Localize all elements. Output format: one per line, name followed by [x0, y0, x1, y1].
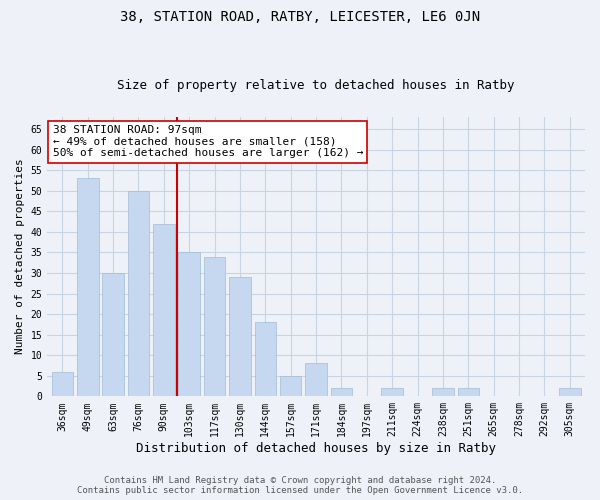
Bar: [280, 376, 301, 396]
Text: 38 STATION ROAD: 97sqm
← 49% of detached houses are smaller (158)
50% of semi-de: 38 STATION ROAD: 97sqm ← 49% of detached…: [53, 125, 363, 158]
Bar: [77, 178, 98, 396]
Bar: [153, 224, 175, 396]
Bar: [305, 364, 327, 396]
Y-axis label: Number of detached properties: Number of detached properties: [15, 158, 25, 354]
Bar: [128, 191, 149, 396]
Bar: [229, 277, 251, 396]
Bar: [103, 273, 124, 396]
Bar: [331, 388, 352, 396]
Bar: [432, 388, 454, 396]
Text: 38, STATION ROAD, RATBY, LEICESTER, LE6 0JN: 38, STATION ROAD, RATBY, LEICESTER, LE6 …: [120, 10, 480, 24]
Bar: [254, 322, 276, 396]
Bar: [382, 388, 403, 396]
Bar: [178, 252, 200, 396]
Title: Size of property relative to detached houses in Ratby: Size of property relative to detached ho…: [118, 79, 515, 92]
Bar: [559, 388, 581, 396]
X-axis label: Distribution of detached houses by size in Ratby: Distribution of detached houses by size …: [136, 442, 496, 455]
Bar: [458, 388, 479, 396]
Bar: [52, 372, 73, 396]
Bar: [204, 256, 226, 396]
Text: Contains HM Land Registry data © Crown copyright and database right 2024.
Contai: Contains HM Land Registry data © Crown c…: [77, 476, 523, 495]
